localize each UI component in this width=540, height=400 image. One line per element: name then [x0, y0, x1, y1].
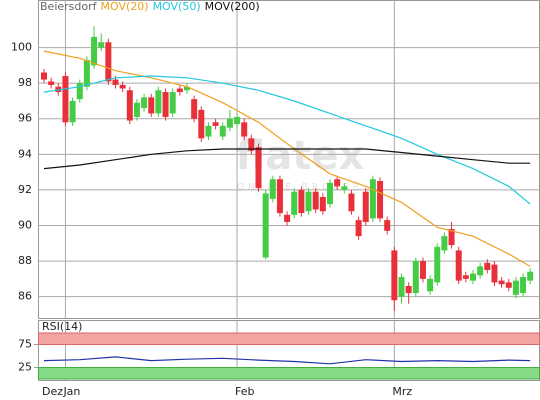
legend-entry: MOV(20): [101, 0, 149, 13]
candle-body: [341, 186, 348, 190]
candle-body: [41, 72, 47, 80]
candle-body: [448, 229, 455, 246]
candle-body: [276, 179, 283, 214]
candle-body: [505, 282, 512, 288]
x-tick-label: Mrz: [392, 385, 412, 398]
candle-body: [291, 191, 298, 215]
candle-body: [262, 193, 269, 258]
candle-body: [83, 60, 90, 87]
rsi-line: [43, 356, 531, 365]
moving-average: [43, 75, 531, 205]
candle-body: [491, 264, 498, 283]
watermark-sub: ONLINE BROKER: [237, 183, 363, 193]
overbought-band: [38, 332, 540, 345]
y-tick-label: 75: [18, 338, 32, 351]
x-tick-label: Feb: [235, 385, 254, 398]
candle-body: [176, 88, 183, 93]
candle-body: [48, 81, 55, 85]
candle-body: [512, 280, 519, 295]
y-tick-label: 94: [18, 147, 32, 160]
x-tick-label: Jan: [62, 385, 80, 398]
candle-body: [527, 271, 534, 281]
candle-body: [155, 90, 162, 114]
legend-entry: MOV(50): [153, 0, 201, 13]
candle-body: [369, 179, 376, 219]
candle-body: [470, 273, 476, 281]
watermark: flatex: [236, 133, 365, 179]
candle-body: [141, 97, 148, 109]
rsi-title: RSI(14): [42, 320, 82, 333]
candle-body: [226, 118, 233, 128]
candle-body: [419, 261, 426, 279]
candle-body: [205, 125, 212, 137]
candle-body: [327, 182, 333, 205]
candle-body: [398, 277, 405, 297]
y-tick-label: 90: [18, 218, 32, 231]
candle-body: [319, 197, 326, 212]
candle-body: [69, 100, 76, 123]
candle-body: [284, 214, 291, 222]
candle-body: [98, 42, 105, 48]
candle-body: [455, 250, 462, 281]
candle-body: [391, 250, 398, 301]
candle-body: [498, 280, 505, 285]
x-tick-label: Dez: [42, 385, 63, 398]
candle-body: [198, 109, 205, 139]
candle-body: [298, 189, 305, 214]
candle-body: [112, 79, 119, 85]
candle-body: [255, 147, 262, 189]
candle-body: [191, 99, 198, 119]
candle-body: [62, 76, 69, 123]
legend-entry: MOV(200): [205, 0, 260, 13]
candle-body: [248, 138, 255, 151]
y-tick-label: 25: [18, 361, 32, 374]
candle-body: [133, 102, 140, 117]
y-tick-label: 88: [18, 254, 32, 267]
candle-body: [348, 193, 355, 212]
y-tick-label: 100: [11, 41, 32, 54]
candle-body: [162, 92, 169, 117]
candle-body: [384, 220, 391, 231]
candle-body: [269, 179, 276, 199]
candle-body: [184, 86, 190, 91]
legend-entry: Beiersdorf: [40, 0, 98, 13]
candle-body: [377, 181, 384, 219]
y-tick-label: 86: [18, 290, 32, 303]
candle-body: [412, 261, 419, 294]
candle-body: [441, 236, 448, 251]
candle-body: [434, 246, 441, 283]
candle-body: [462, 275, 469, 279]
candle-body: [212, 122, 219, 126]
candle-body: [405, 285, 412, 294]
candle-body: [312, 191, 319, 210]
candle-body: [484, 262, 491, 270]
candle-body: [305, 191, 312, 212]
y-tick-label: 92: [18, 183, 32, 196]
candle-body: [334, 179, 341, 187]
candle-body: [520, 277, 527, 294]
candle-body: [234, 116, 241, 125]
candle-body: [169, 92, 176, 114]
y-tick-label: 96: [18, 112, 32, 125]
candle-body: [105, 42, 112, 82]
oversold-band: [38, 367, 540, 380]
candle-body: [362, 191, 369, 222]
candle-body: [76, 83, 83, 100]
candle-body: [91, 36, 98, 66]
moving-average: [43, 148, 531, 170]
candle-body: [427, 278, 434, 292]
candle-body: [355, 220, 362, 237]
candle-body: [219, 125, 226, 137]
candle-body: [148, 97, 155, 114]
candle-body: [126, 90, 133, 121]
candle-body: [241, 122, 248, 137]
candle-body: [119, 84, 126, 89]
y-tick-label: 98: [18, 76, 32, 89]
candle-body: [477, 266, 484, 276]
